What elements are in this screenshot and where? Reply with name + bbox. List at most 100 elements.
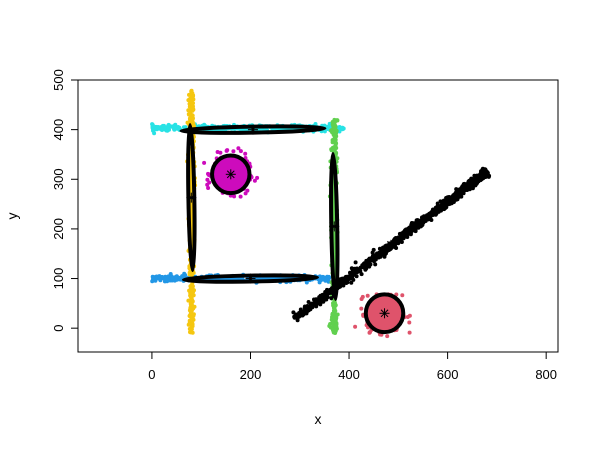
data-point: [399, 239, 404, 244]
data-point: [429, 218, 434, 222]
data-point: [333, 143, 338, 148]
data-point: [420, 215, 424, 220]
data-point: [354, 274, 359, 279]
data-point: [191, 314, 196, 318]
data-point: [482, 170, 487, 175]
data-point: [306, 304, 311, 309]
data-point: [157, 276, 162, 281]
data-point: [405, 315, 410, 319]
data-point: [313, 122, 318, 126]
data-point: [397, 231, 402, 236]
data-point: [202, 160, 207, 165]
data-point: [472, 182, 477, 187]
data-point: [190, 324, 195, 329]
data-point: [427, 213, 432, 218]
data-point: [376, 255, 381, 260]
data-point: [187, 112, 191, 117]
data-point: [187, 318, 192, 323]
data-point: [332, 123, 337, 128]
data-point: [341, 283, 346, 288]
x-tick-label: 800: [535, 367, 557, 382]
data-point: [385, 334, 390, 339]
data-point: [332, 120, 337, 125]
cluster-center-star: [385, 239, 396, 250]
data-point: [355, 266, 359, 271]
data-point: [331, 320, 336, 325]
data-point: [329, 296, 334, 301]
data-point: [189, 94, 194, 99]
star-stroke: [380, 309, 389, 318]
x-tick-label: 0: [148, 367, 155, 382]
data-point: [440, 205, 445, 210]
data-point: [479, 177, 484, 182]
data-point: [350, 273, 355, 277]
data-point: [206, 186, 211, 190]
data-point: [327, 291, 332, 296]
data-point: [165, 278, 170, 283]
data-point: [320, 274, 325, 279]
data-point: [335, 312, 340, 317]
data-point: [467, 178, 472, 183]
data-point: [186, 298, 191, 303]
star-stroke: [246, 274, 255, 283]
data-point: [456, 193, 461, 198]
star-stroke: [387, 240, 395, 249]
data-point: [150, 126, 155, 130]
star-stroke: [226, 170, 235, 179]
data-point: [255, 175, 260, 180]
data-point: [190, 284, 195, 289]
data-point: [188, 330, 193, 335]
data-point: [301, 309, 306, 314]
star-stroke: [187, 193, 196, 202]
data-point: [165, 128, 170, 133]
data-point: [405, 235, 410, 239]
data-point: [381, 251, 386, 256]
data-point: [464, 183, 468, 188]
data-point: [236, 146, 241, 151]
data-point: [365, 293, 370, 298]
data-point: [462, 188, 467, 193]
data-point: [325, 287, 329, 292]
data-point: [453, 193, 457, 198]
data-point: [486, 174, 491, 179]
y-tick-label: 300: [51, 168, 66, 190]
data-point: [309, 302, 314, 307]
data-point: [153, 124, 158, 129]
data-point: [189, 291, 194, 296]
data-point: [359, 306, 364, 311]
data-point: [359, 272, 364, 277]
data-point: [298, 307, 303, 312]
data-point: [331, 308, 336, 313]
data-point: [377, 251, 382, 256]
data-point: [325, 295, 330, 300]
data-point: [182, 271, 187, 276]
y-tick-label: 100: [51, 268, 66, 290]
data-point: [340, 278, 345, 283]
data-point: [238, 194, 243, 199]
data-point: [345, 277, 350, 282]
data-point: [418, 220, 423, 225]
data-point: [400, 293, 405, 298]
data-point: [190, 106, 195, 111]
data-point: [291, 310, 296, 315]
data-point: [408, 230, 413, 235]
data-point: [191, 116, 195, 121]
data-point: [166, 122, 171, 127]
x-tick-label: 600: [437, 367, 459, 382]
cluster-center-star: [379, 308, 390, 319]
data-point: [302, 305, 307, 310]
data-point: [407, 320, 412, 325]
y-tick-label: 200: [51, 218, 66, 240]
star-stroke: [249, 125, 257, 134]
data-point: [435, 204, 440, 209]
plot-box: [77, 79, 559, 353]
data-point: [252, 178, 257, 183]
data-point: [189, 327, 194, 332]
data-point: [325, 124, 330, 129]
data-point: [458, 187, 463, 192]
data-point: [444, 197, 449, 202]
y-tick-label: 400: [51, 119, 66, 141]
cluster-center-star: [329, 221, 340, 232]
data-point: [415, 224, 420, 229]
data-point: [368, 330, 372, 335]
